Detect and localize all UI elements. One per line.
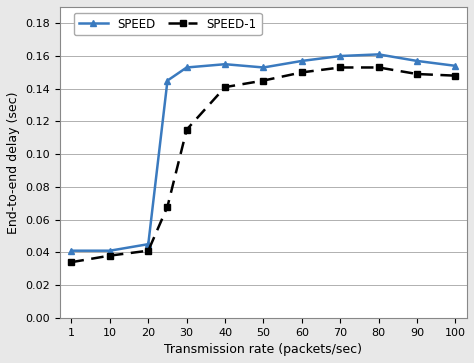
SPEED-1 bbox=[69, 260, 74, 264]
SPEED-1 bbox=[414, 72, 420, 76]
SPEED-1 bbox=[164, 204, 170, 209]
Legend: SPEED, SPEED-1: SPEED, SPEED-1 bbox=[74, 13, 262, 35]
SPEED-1 bbox=[261, 78, 266, 83]
SPEED bbox=[261, 65, 266, 70]
SPEED bbox=[337, 54, 343, 58]
SPEED bbox=[69, 249, 74, 253]
SPEED-1 bbox=[299, 70, 305, 74]
SPEED bbox=[184, 65, 190, 70]
SPEED bbox=[146, 242, 151, 246]
SPEED bbox=[107, 249, 113, 253]
SPEED-1 bbox=[376, 65, 382, 70]
SPEED bbox=[164, 78, 170, 83]
SPEED-1 bbox=[107, 253, 113, 258]
SPEED bbox=[299, 59, 305, 63]
Line: SPEED-1: SPEED-1 bbox=[68, 64, 458, 265]
SPEED bbox=[222, 62, 228, 66]
Line: SPEED: SPEED bbox=[68, 51, 459, 254]
X-axis label: Transmission rate (packets/sec): Transmission rate (packets/sec) bbox=[164, 343, 363, 356]
SPEED-1 bbox=[222, 85, 228, 89]
SPEED-1 bbox=[146, 249, 151, 253]
SPEED-1 bbox=[453, 73, 458, 78]
SPEED bbox=[414, 59, 420, 63]
SPEED bbox=[376, 52, 382, 57]
Y-axis label: End-to-end delay (sec): End-to-end delay (sec) bbox=[7, 91, 20, 234]
SPEED-1 bbox=[337, 65, 343, 70]
SPEED-1 bbox=[184, 127, 190, 132]
SPEED bbox=[453, 64, 458, 68]
